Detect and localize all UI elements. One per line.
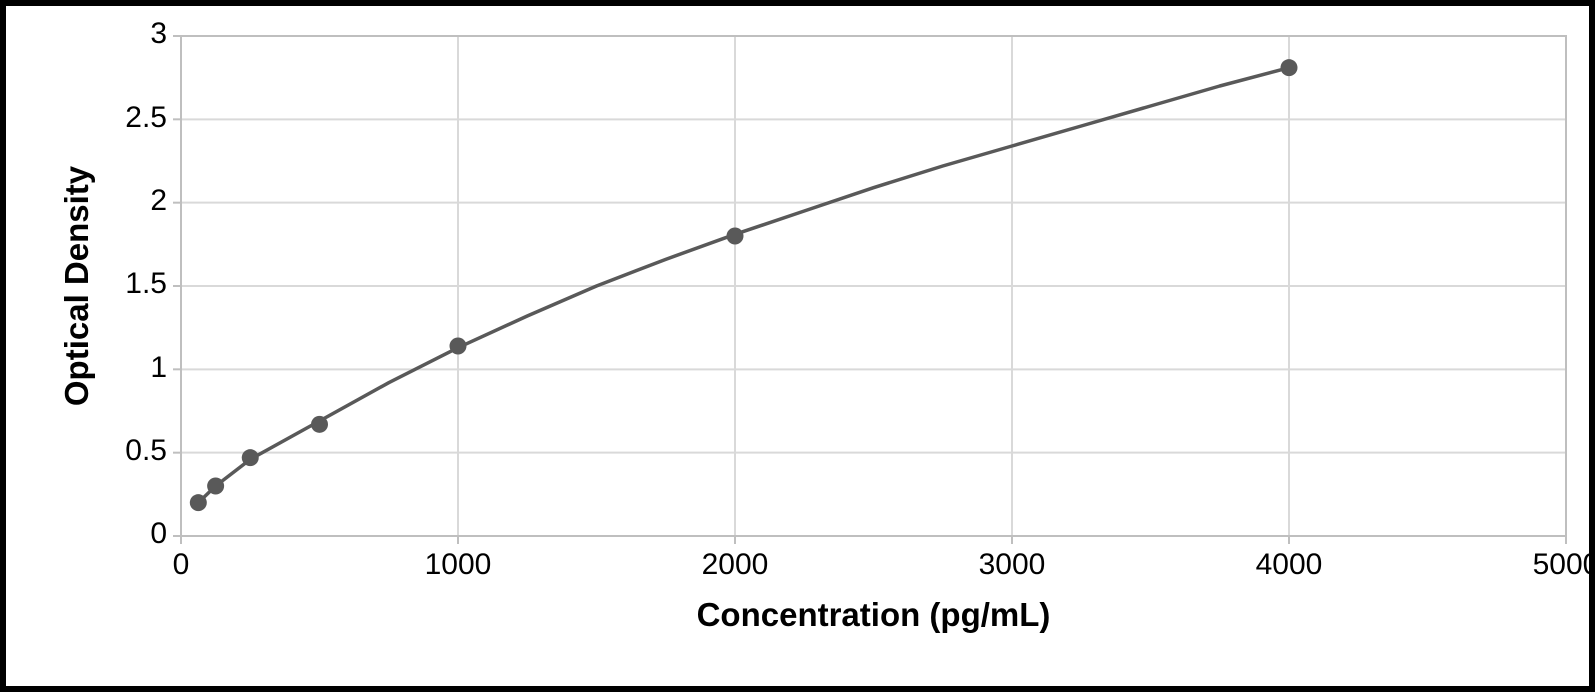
x-tick-label: 2000 bbox=[675, 548, 795, 582]
x-tick-label: 3000 bbox=[952, 548, 1072, 582]
x-tick-label: 0 bbox=[121, 548, 241, 582]
y-axis-label: Optical Density bbox=[58, 136, 96, 436]
y-tick-label: 1 bbox=[150, 351, 167, 385]
y-tick-label: 2.5 bbox=[125, 101, 167, 135]
y-tick-label: 3 bbox=[150, 17, 167, 51]
y-tick-label: 1.5 bbox=[125, 267, 167, 301]
x-tick-label: 1000 bbox=[398, 548, 518, 582]
y-tick-label: 0.5 bbox=[125, 434, 167, 468]
y-tick-label: 0 bbox=[150, 517, 167, 551]
chart-svg bbox=[6, 6, 1589, 686]
chart-frame: Optical Density Concentration (pg/mL) 0 1… bbox=[0, 0, 1595, 692]
x-axis-label: Concentration (pg/mL) bbox=[181, 596, 1566, 634]
x-tick-label: 4000 bbox=[1229, 548, 1349, 582]
x-tick-label: 5000 bbox=[1506, 548, 1595, 582]
y-tick-label: 2 bbox=[150, 184, 167, 218]
